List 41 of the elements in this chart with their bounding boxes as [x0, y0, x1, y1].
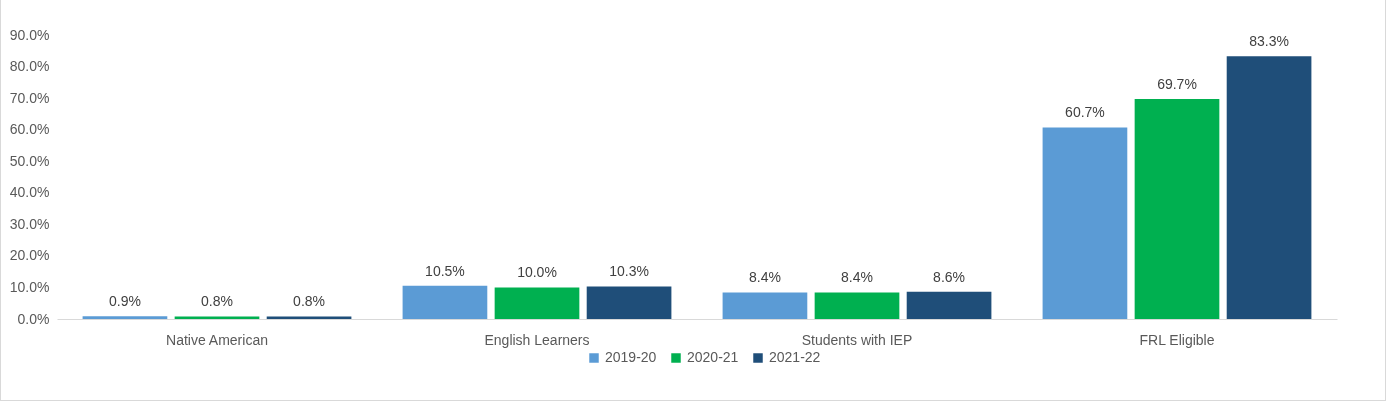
y-tick-label: 10.0% — [9, 278, 50, 295]
x-tick-label: Students with IEP — [801, 331, 913, 348]
data-label: 10.0% — [517, 264, 557, 281]
data-label: 8.6% — [933, 268, 966, 285]
data-label: 60.7% — [1065, 104, 1105, 121]
y-tick-label: 40.0% — [9, 184, 50, 201]
bar — [494, 287, 580, 319]
data-label: 0.8% — [201, 293, 233, 310]
bar — [1226, 56, 1312, 319]
y-tick-label: 90.0% — [9, 26, 50, 43]
y-tick-label: 30.0% — [9, 215, 50, 232]
legend-label: 2020-21 — [687, 349, 739, 365]
y-tick-label: 20.0% — [9, 247, 50, 264]
y-tick-label: 0.0% — [17, 310, 50, 327]
bar — [906, 291, 992, 319]
data-label: 83.3% — [1249, 33, 1289, 50]
bar — [82, 316, 168, 319]
data-label: 8.4% — [748, 269, 781, 286]
bar — [722, 292, 808, 319]
x-tick-label: FRL Eligible — [1139, 331, 1215, 348]
bar — [1042, 127, 1128, 319]
data-label: 0.9% — [108, 293, 141, 310]
data-label: 0.8% — [293, 293, 326, 310]
bar — [586, 286, 672, 319]
data-label: 10.5% — [425, 262, 465, 279]
legend-label: 2019-20 — [605, 349, 657, 365]
data-label: 8.4% — [841, 269, 873, 286]
bar — [266, 316, 352, 319]
y-tick-label: 50.0% — [9, 152, 50, 169]
y-tick-label: 60.0% — [9, 121, 50, 138]
bar — [402, 285, 488, 319]
x-tick-label: English Learners — [484, 331, 590, 348]
legend-label: 2021-22 — [769, 349, 821, 365]
bar — [174, 316, 260, 319]
bar — [1134, 99, 1220, 319]
y-tick-label: 70.0% — [9, 89, 50, 106]
data-label: 10.3% — [609, 263, 649, 280]
data-label: 69.7% — [1157, 76, 1197, 93]
bar — [814, 292, 900, 319]
y-tick-label: 80.0% — [9, 58, 50, 75]
x-tick-label: Native American — [166, 331, 268, 348]
